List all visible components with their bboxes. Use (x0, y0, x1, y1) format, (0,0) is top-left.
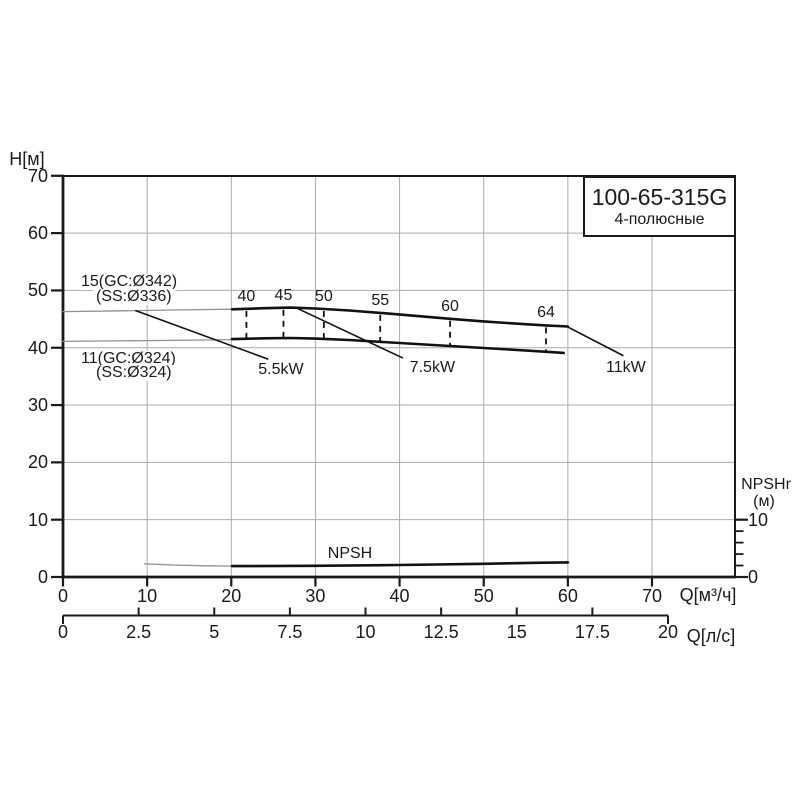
x-axis-tick-label: 30 (305, 585, 326, 606)
efficiency-label: 50 (314, 287, 333, 305)
flow-lps-tick-label: 7.5 (277, 622, 303, 642)
flow-lps-tick-label: 17.5 (574, 622, 610, 642)
flow-lps-tick-label: 12.5 (423, 622, 459, 642)
x-axis-title-m3h: Q[м³/ч] (679, 585, 737, 605)
y-axis-tick-label: 60 (27, 223, 48, 244)
power-line (566, 325, 624, 357)
flow-lps-tick-label: 2.5 (126, 622, 152, 642)
x-axis-tick-label: 70 (641, 585, 663, 606)
y-axis-tick-label: 20 (27, 452, 48, 473)
model-number: 100-65-315G (591, 183, 728, 210)
model-pole-type: 4-полюсные (614, 210, 705, 228)
y-axis-tick-label: 70 (27, 165, 48, 186)
y-axis-title: H[м] (9, 149, 45, 169)
flow-lps-tick-label: 15 (506, 622, 527, 642)
curve-main (230, 306, 570, 328)
x-axis-tick-label: 20 (221, 585, 242, 606)
npsh-curve-label: NPSH (327, 545, 373, 562)
efficiency-label: 45 (274, 286, 293, 304)
efficiency-label: 40 (237, 287, 256, 305)
npshr-tick-label: 0 (748, 567, 759, 587)
curve-main (230, 336, 566, 355)
y-axis-tick-label: 50 (27, 280, 48, 301)
curve-low-flow (143, 563, 235, 567)
impeller-11-label-line2: (SS:Ø324) (93, 365, 175, 381)
flow-lps-tick-label: 5 (209, 622, 220, 642)
power-line (296, 307, 404, 359)
power-line (135, 309, 269, 360)
curve-main (230, 561, 570, 568)
flow-lps-tick-label: 20 (657, 622, 679, 642)
power-label: 7.5kW (409, 359, 456, 377)
efficiency-label: 55 (371, 291, 390, 309)
model-title-box: 100-65-315G 4-полюсные (583, 176, 736, 237)
flow-lps-tick-label: 0 (57, 622, 69, 642)
x-axis-tick-label: 0 (57, 585, 69, 606)
curve-low-flow (62, 338, 235, 343)
impeller-15-label-line2: (SS:Ø336) (93, 289, 175, 305)
y-axis-tick-label: 0 (37, 567, 48, 587)
efficiency-label: 60 (441, 297, 459, 315)
y-axis-tick-label: 30 (27, 395, 48, 416)
efficiency-label: 64 (537, 304, 555, 322)
y-axis-tick-label: 40 (27, 337, 48, 358)
x-axis-title-lps: Q[л/с] (686, 626, 736, 646)
npshr-axis-units: (м) (753, 493, 775, 510)
x-axis-tick-label: 10 (137, 585, 158, 606)
x-axis-tick-label: 50 (473, 585, 494, 606)
y-axis-tick-label: 10 (27, 509, 48, 530)
power-label: 11kW (606, 359, 646, 377)
npshr-tick-label: 10 (748, 509, 769, 530)
x-axis-tick-label: 60 (557, 585, 578, 606)
npshr-axis-title: NPSHr (741, 476, 791, 493)
flow-lps-tick-label: 10 (355, 622, 376, 642)
power-label: 5.5kW (258, 360, 304, 378)
x-axis-tick-label: 40 (389, 585, 410, 606)
curve-low-flow (62, 308, 235, 313)
impeller-11-label-line1: 11(GC:Ø324) (78, 351, 179, 367)
impeller-15-label-line1: 15(GC:Ø342) (78, 274, 181, 290)
